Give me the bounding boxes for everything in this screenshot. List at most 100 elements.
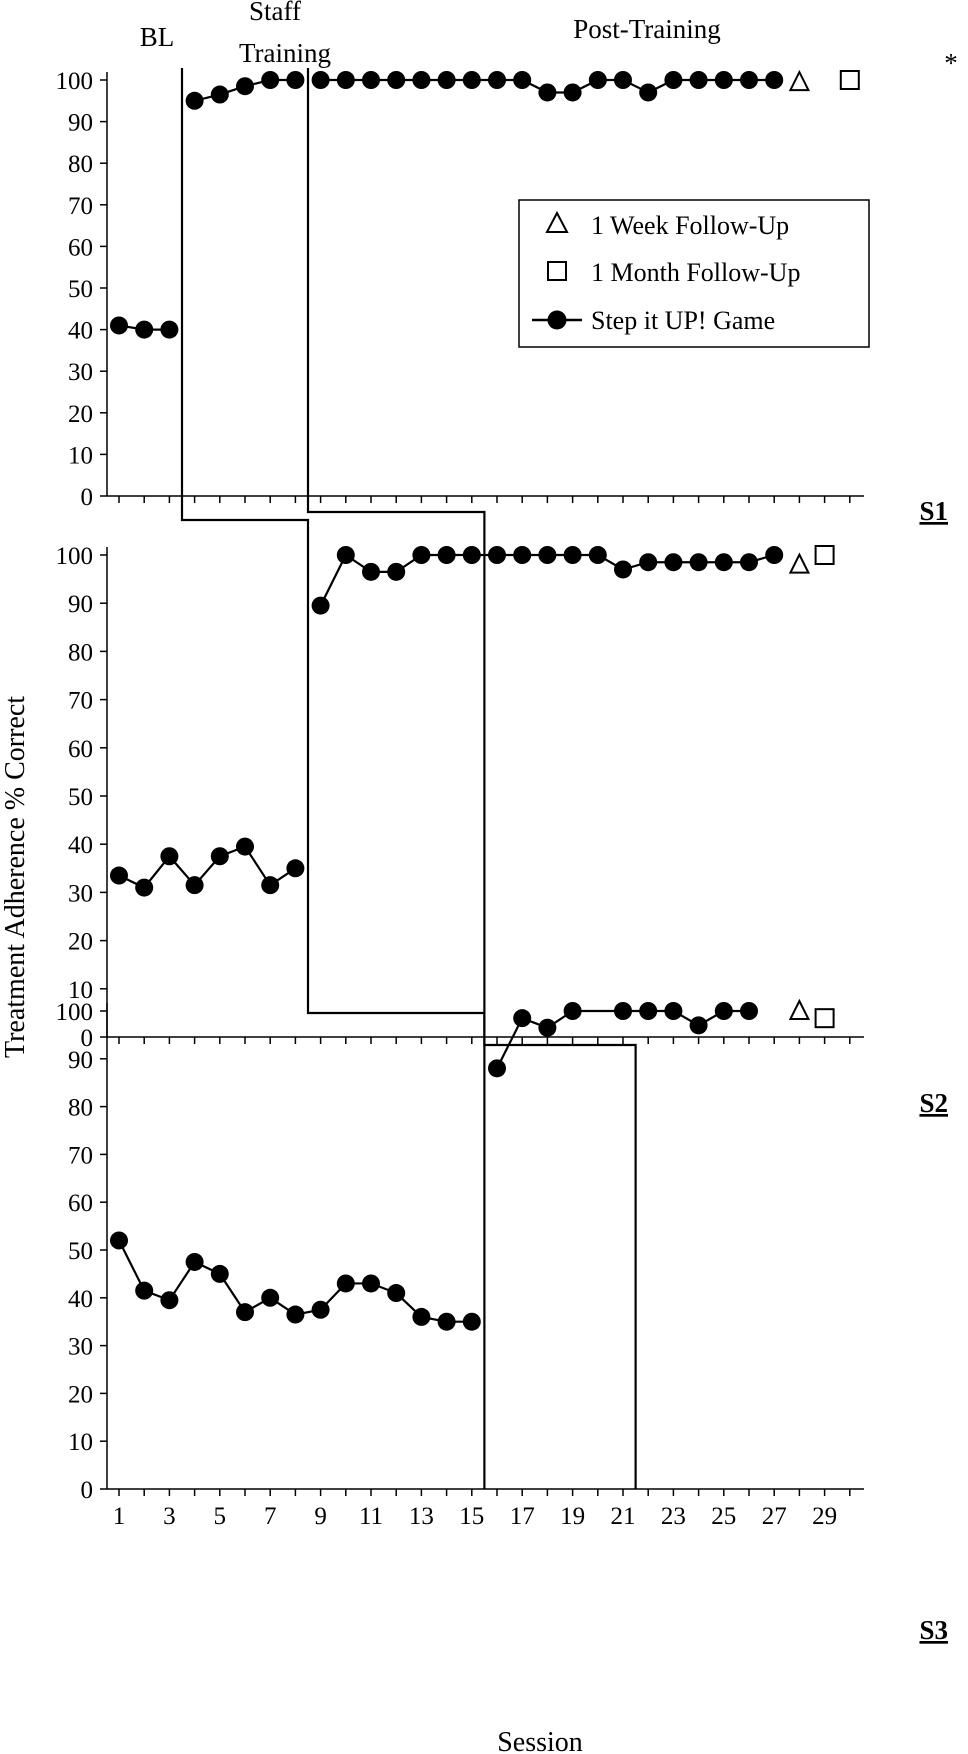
data-point xyxy=(336,1274,355,1293)
data-point xyxy=(639,83,658,102)
y-tick-label: 40 xyxy=(68,1286,93,1313)
y-tick-label: 10 xyxy=(68,442,93,469)
y-tick-label: 80 xyxy=(68,151,93,178)
y-tick-label: 30 xyxy=(68,880,93,907)
data-point xyxy=(462,71,481,89)
data-point xyxy=(286,71,305,89)
y-tick-label: 30 xyxy=(68,1334,93,1361)
x-tick-label: 9 xyxy=(314,1503,327,1530)
data-point xyxy=(311,71,330,89)
data-point xyxy=(236,1303,254,1322)
x-tick-label: 17 xyxy=(510,1503,535,1530)
data-point xyxy=(160,847,179,866)
y-tick-label: 50 xyxy=(68,276,93,303)
data-point xyxy=(135,320,154,339)
phase-label-training-line1: Staff xyxy=(249,0,301,26)
y-axis-title: Treatment Adherence % Correct xyxy=(0,696,31,1058)
data-point xyxy=(614,71,632,89)
data-point xyxy=(488,546,506,564)
data-point xyxy=(563,1002,582,1020)
data-point xyxy=(110,1231,128,1250)
data-point xyxy=(664,71,683,89)
y-tick-label: 60 xyxy=(68,736,93,763)
y-tick-label: 0 xyxy=(81,1025,94,1052)
x-tick-label: 7 xyxy=(264,1503,277,1530)
y-tick-label: 0 xyxy=(81,484,94,511)
y-tick-label: 70 xyxy=(68,193,93,220)
y-tick-label: 20 xyxy=(68,1381,93,1408)
y-tick-label: 20 xyxy=(68,929,93,956)
data-point xyxy=(488,71,506,89)
y-tick-label: 60 xyxy=(68,1190,93,1217)
data-point xyxy=(513,1009,532,1028)
data-point xyxy=(614,560,632,579)
x-tick-label: 11 xyxy=(359,1503,383,1530)
data-point xyxy=(311,596,330,615)
month-followup-square xyxy=(814,545,835,565)
phase-change-line-post xyxy=(306,68,637,1489)
s1-followup-annotation: * xyxy=(944,48,958,78)
y-tick-label: 0 xyxy=(81,1477,94,1504)
data-point xyxy=(714,1002,733,1020)
legend-game-label: Step it UP! Game xyxy=(591,306,775,335)
y-tick-label: 40 xyxy=(68,832,93,859)
data-point xyxy=(286,859,305,878)
data-point xyxy=(689,553,708,572)
x-tick-label: 19 xyxy=(560,1503,585,1530)
y-tick-label: 100 xyxy=(56,68,94,95)
y-tick-label: 40 xyxy=(68,318,93,345)
data-point xyxy=(563,546,582,564)
data-point xyxy=(563,83,582,102)
data-point xyxy=(387,562,406,581)
data-point xyxy=(488,1059,506,1078)
y-tick-label: 70 xyxy=(68,1142,93,1169)
panel-label-s1: S1 xyxy=(919,496,948,526)
data-point xyxy=(160,1291,179,1310)
x-tick-label: 1 xyxy=(113,1503,126,1530)
data-point xyxy=(513,546,532,564)
data-point xyxy=(261,71,280,89)
data-point xyxy=(135,1281,154,1300)
y-tick-label: 60 xyxy=(68,234,93,261)
data-point xyxy=(513,71,532,89)
data-point xyxy=(362,71,380,89)
y-tick-label: 100 xyxy=(56,543,94,570)
data-point xyxy=(387,71,406,89)
data-point xyxy=(740,71,758,89)
panel-label-s3: S3 xyxy=(919,1615,948,1645)
data-point xyxy=(185,91,204,110)
x-tick-label: 29 xyxy=(812,1503,837,1530)
data-point xyxy=(236,77,254,96)
data-point xyxy=(664,1002,683,1020)
data-point xyxy=(412,1307,431,1326)
data-point xyxy=(387,1284,406,1303)
data-point xyxy=(362,562,380,581)
x-tick-label: 25 xyxy=(711,1503,736,1530)
phase-label-baseline: BL xyxy=(140,22,175,52)
x-tick-label: 5 xyxy=(214,1503,227,1530)
data-point xyxy=(714,71,733,89)
data-point xyxy=(160,320,179,339)
data-point xyxy=(765,546,784,564)
panel-label-s2: S2 xyxy=(919,1088,948,1118)
week-followup-triangle xyxy=(788,552,811,574)
data-point xyxy=(311,1300,330,1319)
data-point xyxy=(185,1252,204,1271)
data-point xyxy=(689,1016,708,1035)
y-tick-label: 30 xyxy=(68,359,93,386)
y-tick-label: 20 xyxy=(68,401,93,428)
data-point xyxy=(110,316,128,335)
y-tick-label: 90 xyxy=(68,1047,93,1074)
y-tick-label: 70 xyxy=(68,688,93,715)
data-point xyxy=(412,546,431,564)
data-point xyxy=(210,1264,229,1283)
data-point xyxy=(639,1002,658,1020)
y-tick-label: 90 xyxy=(68,591,93,618)
legend-month-label: 1 Month Follow-Up xyxy=(591,258,800,287)
legend-box xyxy=(518,199,870,348)
x-tick-label: 21 xyxy=(611,1503,636,1530)
data-point xyxy=(588,71,607,89)
data-point xyxy=(740,553,758,572)
data-point xyxy=(135,878,154,897)
